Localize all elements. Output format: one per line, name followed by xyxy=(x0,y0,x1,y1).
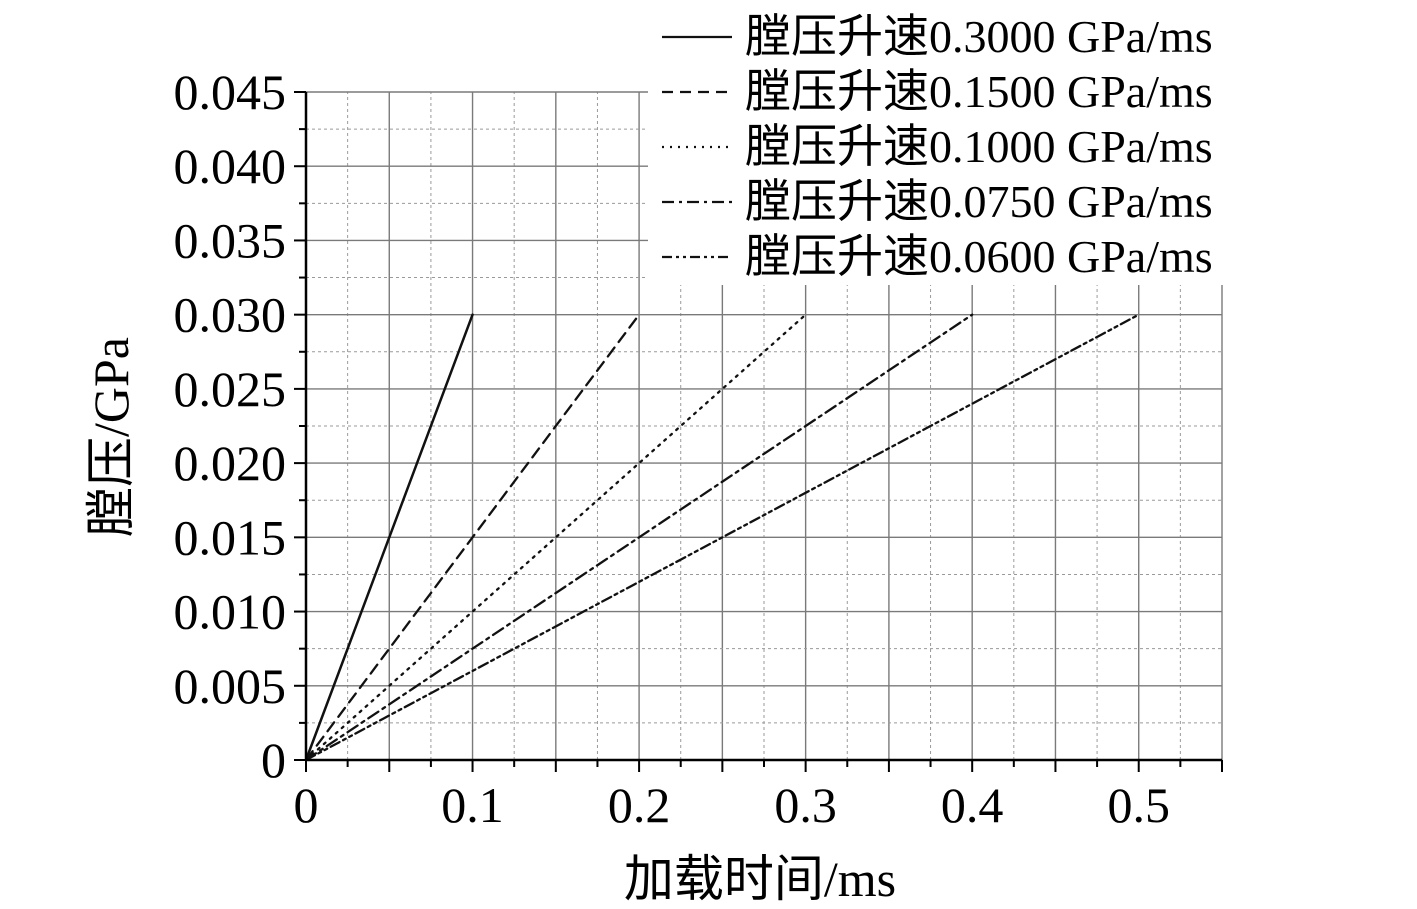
x-axis-title: 加载时间/ms xyxy=(624,851,896,907)
x-tick-label: 0.1 xyxy=(441,777,504,833)
y-tick-label: 0.015 xyxy=(174,509,287,565)
legend-label-1: 膛压升速0.3000 GPa/ms xyxy=(745,11,1213,62)
x-tick-label: 0.4 xyxy=(941,777,1004,833)
y-tick-label: 0.010 xyxy=(174,584,287,640)
legend-label-5: 膛压升速0.0600 GPa/ms xyxy=(745,231,1213,282)
legend-label-4: 膛压升速0.0750 GPa/ms xyxy=(745,176,1213,227)
legend-background xyxy=(648,5,1348,285)
x-tick-label: 0 xyxy=(294,777,319,833)
y-tick-label: 0.005 xyxy=(174,658,287,714)
series-line-4 xyxy=(304,313,974,762)
series-line-2 xyxy=(304,313,641,762)
y-tick-label: 0.040 xyxy=(174,138,287,194)
y-tick-label: 0.020 xyxy=(174,435,287,491)
y-axis-title: 膛压/GPa xyxy=(83,337,139,537)
series-line-5 xyxy=(304,313,1140,762)
legend-label-2: 膛压升速0.1500 GPa/ms xyxy=(745,66,1213,117)
tick-labels: 0 0.1 0.2 0.3 0.4 0.5 0 0.005 0.010 0.015 0.020 0.0… xyxy=(174,64,1170,833)
series-line-3 xyxy=(304,313,807,762)
x-tick-label: 0.5 xyxy=(1107,777,1170,833)
legend-label-3: 膛压升速0.1000 GPa/ms xyxy=(745,121,1213,172)
y-tick-label: 0.030 xyxy=(174,287,287,343)
y-tick-label: 0 xyxy=(261,732,286,788)
series-line-1 xyxy=(304,313,474,762)
x-tick-label: 0.3 xyxy=(774,777,837,833)
x-tick-label: 0.2 xyxy=(608,777,671,833)
y-tick-label: 0.045 xyxy=(174,64,287,120)
series-lines xyxy=(304,313,1140,762)
y-tick-label: 0.025 xyxy=(174,361,287,417)
axes xyxy=(294,91,1223,772)
y-tick-label: 0.035 xyxy=(174,212,287,268)
